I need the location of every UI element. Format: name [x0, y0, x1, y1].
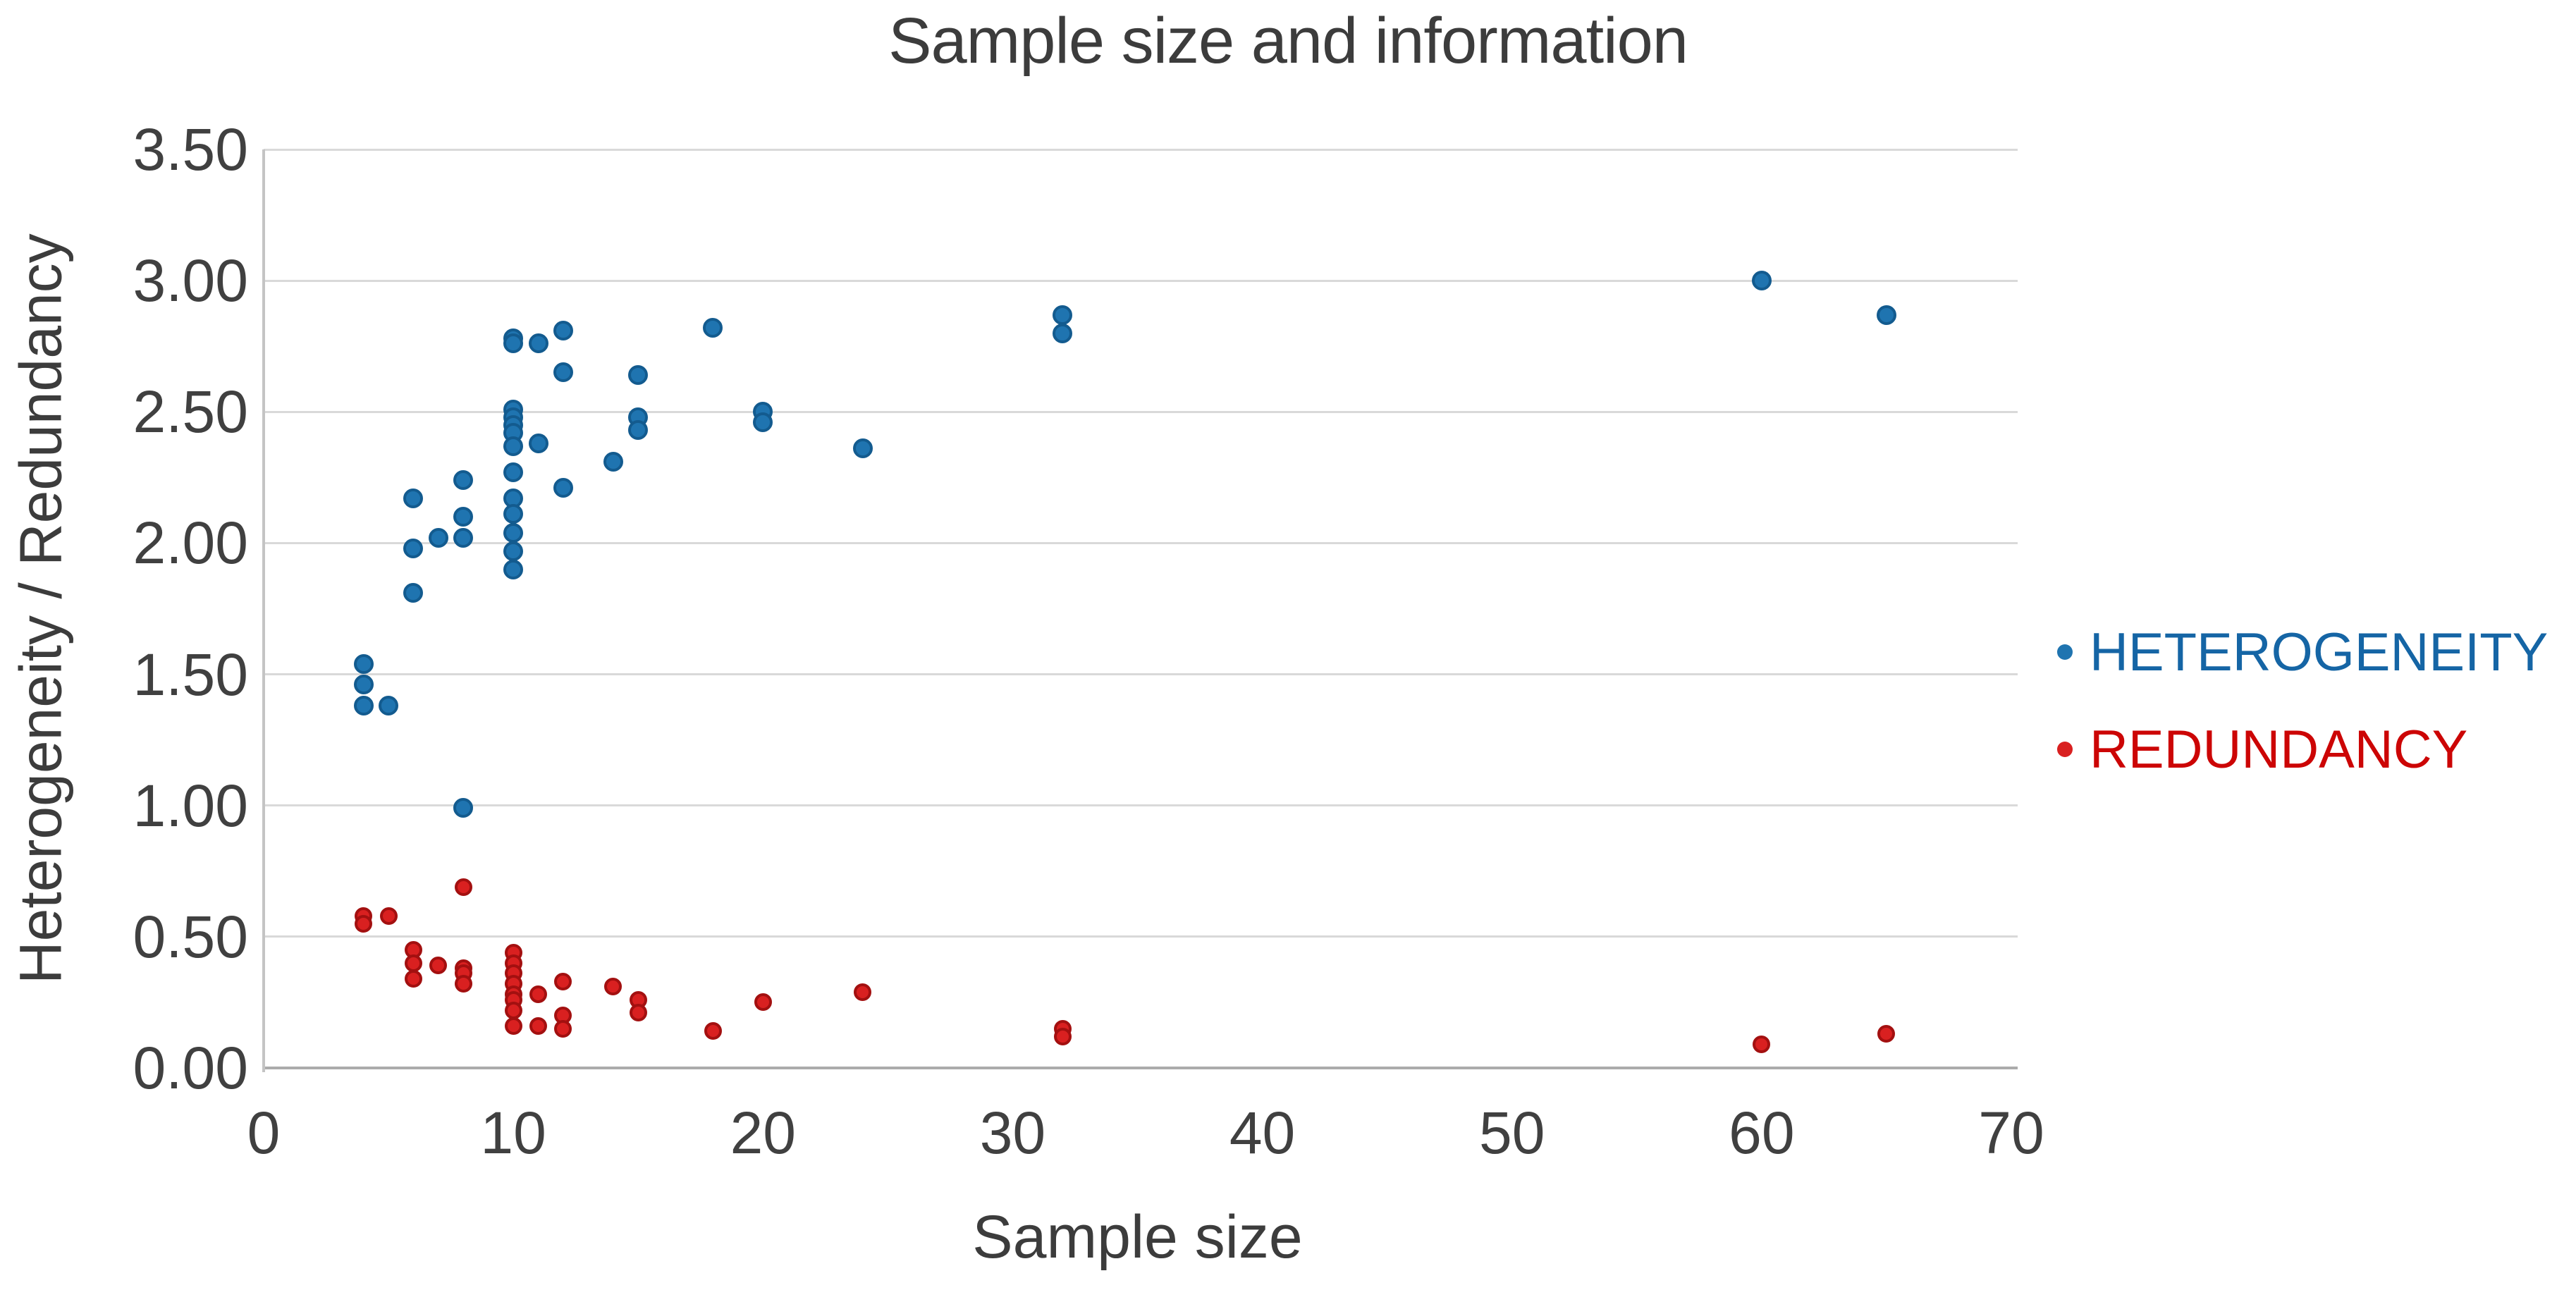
gridline	[264, 148, 2018, 151]
legend: HETEROGENEITY REDUNDANCY	[2057, 622, 2549, 780]
x-axis-tick-label: 30	[979, 1100, 1046, 1166]
scatter-point-redundancy	[1753, 1035, 1771, 1053]
scatter-point-heterogeneity	[503, 522, 524, 543]
x-axis-tick-label: 60	[1729, 1100, 1795, 1166]
scatter-point-heterogeneity	[1751, 271, 1772, 291]
y-axis-line	[262, 149, 265, 1072]
scatter-point-heterogeneity	[1053, 323, 1073, 343]
scatter-point-heterogeneity	[403, 538, 424, 558]
scatter-point-redundancy	[404, 969, 422, 988]
gridline	[264, 410, 2018, 413]
x-axis-tick-label: 40	[1229, 1100, 1296, 1166]
scatter-point-heterogeneity	[403, 489, 424, 509]
x-axis-tick-label: 20	[730, 1100, 796, 1166]
scatter-point-redundancy	[554, 1019, 572, 1038]
scatter-point-redundancy	[504, 1001, 522, 1019]
gridline	[264, 541, 2018, 544]
scatter-point-heterogeneity	[379, 696, 399, 716]
gridline	[264, 673, 2018, 676]
scatter-point-redundancy	[404, 954, 422, 972]
scatter-point-heterogeneity	[528, 433, 548, 453]
scatter-point-heterogeneity	[353, 696, 374, 716]
scatter-point-heterogeneity	[428, 527, 448, 548]
scatter-point-heterogeneity	[403, 583, 424, 603]
scatter-point-heterogeneity	[553, 320, 573, 340]
scatter-point-redundancy	[429, 957, 448, 975]
scatter-point-heterogeneity	[528, 333, 548, 354]
scatter-point-heterogeneity	[453, 470, 474, 491]
scatter-point-heterogeneity	[503, 559, 524, 579]
y-axis-tick-label: 2.00	[133, 510, 249, 577]
scatter-point-heterogeneity	[753, 412, 773, 433]
x-axis-tick-label: 50	[1478, 1100, 1545, 1166]
scatter-point-heterogeneity	[553, 478, 573, 498]
y-axis-tick-label: 0.50	[133, 903, 249, 970]
gridline	[264, 804, 2018, 807]
scatter-point-heterogeneity	[453, 507, 474, 527]
scatter-point-heterogeneity	[1053, 305, 1073, 325]
scatter-point-heterogeneity	[628, 365, 649, 386]
scatter-point-redundancy	[379, 907, 398, 925]
scatter-point-redundancy	[754, 993, 772, 1012]
x-axis-title: Sample size	[972, 1203, 1303, 1271]
chart-title: Sample size and information	[888, 5, 1688, 77]
scatter-point-heterogeneity	[628, 420, 649, 441]
gridline	[264, 279, 2018, 282]
scatter-point-heterogeneity	[503, 333, 524, 354]
scatter-point-heterogeneity	[353, 653, 374, 674]
y-axis-tick-label: 1.00	[133, 772, 249, 839]
x-axis-tick-label: 70	[1978, 1100, 2044, 1166]
legend-item-heterogeneity: HETEROGENEITY	[2057, 622, 2549, 682]
gridline	[264, 935, 2018, 938]
legend-label: HETEROGENEITY	[2090, 622, 2549, 682]
y-axis-tick-label: 3.50	[133, 116, 249, 183]
scatter-point-redundancy	[454, 878, 472, 896]
scatter-point-heterogeneity	[503, 541, 524, 561]
scatter-point-redundancy	[529, 985, 548, 1004]
legend-label: REDUNDANCY	[2090, 719, 2468, 780]
scatter-point-heterogeneity	[603, 452, 623, 472]
scatter-point-redundancy	[355, 914, 373, 933]
scatter-point-heterogeneity	[503, 462, 524, 482]
legend-marker-icon	[2057, 644, 2073, 660]
scatter-point-redundancy	[1053, 1027, 1072, 1045]
x-axis-tick-label: 0	[247, 1100, 281, 1166]
scatter-point-heterogeneity	[503, 504, 524, 524]
y-axis-tick-label: 0.00	[133, 1035, 249, 1101]
scatter-point-redundancy	[529, 1016, 548, 1035]
scatter-point-redundancy	[704, 1022, 722, 1040]
scatter-point-redundancy	[1877, 1025, 1896, 1043]
legend-marker-icon	[2057, 742, 2073, 757]
scatter-point-redundancy	[854, 983, 872, 1001]
scatter-point-redundancy	[554, 972, 572, 990]
scatter-point-heterogeneity	[1876, 305, 1896, 325]
scatter-point-redundancy	[504, 1016, 522, 1035]
scatter-point-heterogeneity	[453, 527, 474, 548]
x-axis-baseline	[264, 1067, 2018, 1069]
scatter-point-heterogeneity	[852, 438, 873, 459]
scatter-point-redundancy	[604, 978, 622, 996]
scatter-point-heterogeneity	[553, 362, 573, 383]
scatter-point-redundancy	[454, 975, 472, 993]
y-axis-tick-label: 1.50	[133, 641, 249, 708]
scatter-point-heterogeneity	[503, 436, 524, 456]
legend-item-redundancy: REDUNDANCY	[2057, 719, 2548, 780]
scatter-point-heterogeneity	[453, 798, 474, 818]
scatter-point-heterogeneity	[703, 318, 723, 338]
y-axis-tick-label: 3.00	[133, 247, 249, 314]
scatter-point-redundancy	[629, 1004, 647, 1022]
y-axis-tick-label: 2.50	[133, 379, 249, 446]
scatter-point-heterogeneity	[353, 675, 374, 695]
x-axis-tick-label: 10	[480, 1100, 546, 1166]
